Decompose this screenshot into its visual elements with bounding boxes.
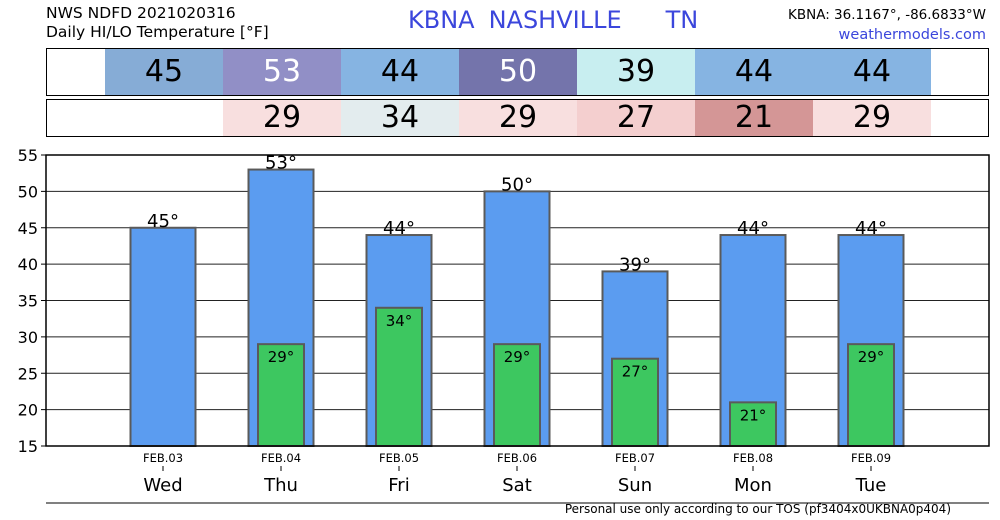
x-weekday-label: Thu: [263, 475, 298, 496]
y-tick-label: 35: [18, 292, 38, 311]
low-temp-bar: [257, 343, 305, 447]
low-temp-bar: [847, 343, 895, 447]
chart-subtitle: Daily HI/LO Temperature [°F]: [46, 23, 269, 41]
high-temp-bar: [129, 226, 197, 447]
x-date-label: FEB.07: [615, 451, 655, 465]
low-temp-bar: [729, 401, 777, 448]
low-temp-cell: 29: [223, 100, 341, 136]
low-temp-label: 27°: [622, 363, 649, 381]
high-temp-label: 50°: [501, 174, 533, 195]
high-temp-label: 53°: [265, 153, 297, 174]
x-date-label: FEB.03: [143, 451, 183, 465]
x-weekday-label: Fri: [388, 475, 409, 496]
low-temp-label: 34°: [386, 312, 413, 330]
high-temp-cell: 44: [341, 49, 459, 95]
x-weekday-label: Tue: [855, 475, 887, 496]
low-temp-table-row: 29 34 29 27 21 29: [46, 99, 989, 137]
x-date-label: FEB.09: [851, 451, 891, 465]
chart-header-right: KBNA: 36.1167°, -86.6833°W weathermodels…: [788, 5, 986, 45]
chart-header-left: NWS NDFD 2021020316 Daily HI/LO Temperat…: [46, 4, 269, 42]
station-title: KBNA NASHVILLE TN: [408, 6, 712, 34]
y-tick-label: 30: [18, 328, 38, 347]
y-tick-label: 40: [18, 255, 38, 274]
y-tick-label: 20: [18, 401, 38, 420]
x-date-label: FEB.06: [497, 451, 537, 465]
site-link[interactable]: weathermodels.com: [838, 27, 986, 43]
low-temp-cell: 27: [577, 100, 695, 136]
model-run-title: NWS NDFD 2021020316: [46, 4, 236, 22]
low-temp-cell: 21: [695, 100, 813, 136]
low-temp-label: 29°: [268, 348, 295, 366]
low-temp-label: 29°: [504, 348, 531, 366]
high-temp-cell: 53: [223, 49, 341, 95]
tos-footer: Personal use only according to our TOS (…: [564, 502, 951, 516]
x-weekday-label: Mon: [734, 475, 772, 496]
high-temp-label: 44°: [737, 218, 769, 239]
plot-border: [45, 154, 990, 447]
x-date-label: FEB.08: [733, 451, 773, 465]
y-tick-label: 15: [18, 437, 38, 456]
high-temp-label: 44°: [855, 218, 887, 239]
low-temp-bar: [493, 343, 541, 447]
high-temp-label: 44°: [383, 218, 415, 239]
low-temp-cell: 29: [459, 100, 577, 136]
station-state: TN: [665, 6, 699, 34]
high-temp-cell: 50: [459, 49, 577, 95]
high-temp-label: 39°: [619, 254, 651, 275]
high-temp-cell: 44: [695, 49, 813, 95]
low-temp-label: 21°: [740, 406, 767, 424]
high-temp-table-row: 45 53 44 50 39 44 44: [46, 48, 989, 96]
low-temp-bar: [611, 357, 659, 448]
x-date-label: FEB.04: [261, 451, 301, 465]
low-temp-cell: 29: [813, 100, 931, 136]
high-temp-label: 45°: [147, 211, 179, 232]
x-date-label: FEB.05: [379, 451, 419, 465]
high-temp-cell: 39: [577, 49, 695, 95]
chart-axes: 15 20 25 30 35 40 45 50 55 FEB.03 Wed FEB.04 Thu FEB.…: [18, 146, 990, 504]
y-tick-label: 55: [18, 146, 38, 165]
station-city: NASHVILLE: [488, 6, 622, 34]
station-code: KBNA: [408, 6, 475, 34]
y-tick-label: 45: [18, 219, 38, 238]
y-tick-label: 25: [18, 364, 38, 383]
y-tick-label: 50: [18, 182, 38, 201]
high-temp-cell: 45: [105, 49, 223, 95]
x-weekday-label: Sat: [502, 475, 532, 496]
low-temp-cell: 34: [341, 100, 459, 136]
low-temp-label: 29°: [858, 348, 885, 366]
x-weekday-label: Sun: [618, 475, 652, 496]
high-temp-cell: 44: [813, 49, 931, 95]
low-temp-bar: [375, 306, 423, 447]
chart-bars: 45° 53° 29° 44° 34° 50° 29° 39° 27° 44° 21° 44° 29°: [129, 153, 905, 448]
station-coords: KBNA: 36.1167°, -86.6833°W: [787, 7, 986, 23]
x-weekday-label: Wed: [143, 475, 182, 496]
